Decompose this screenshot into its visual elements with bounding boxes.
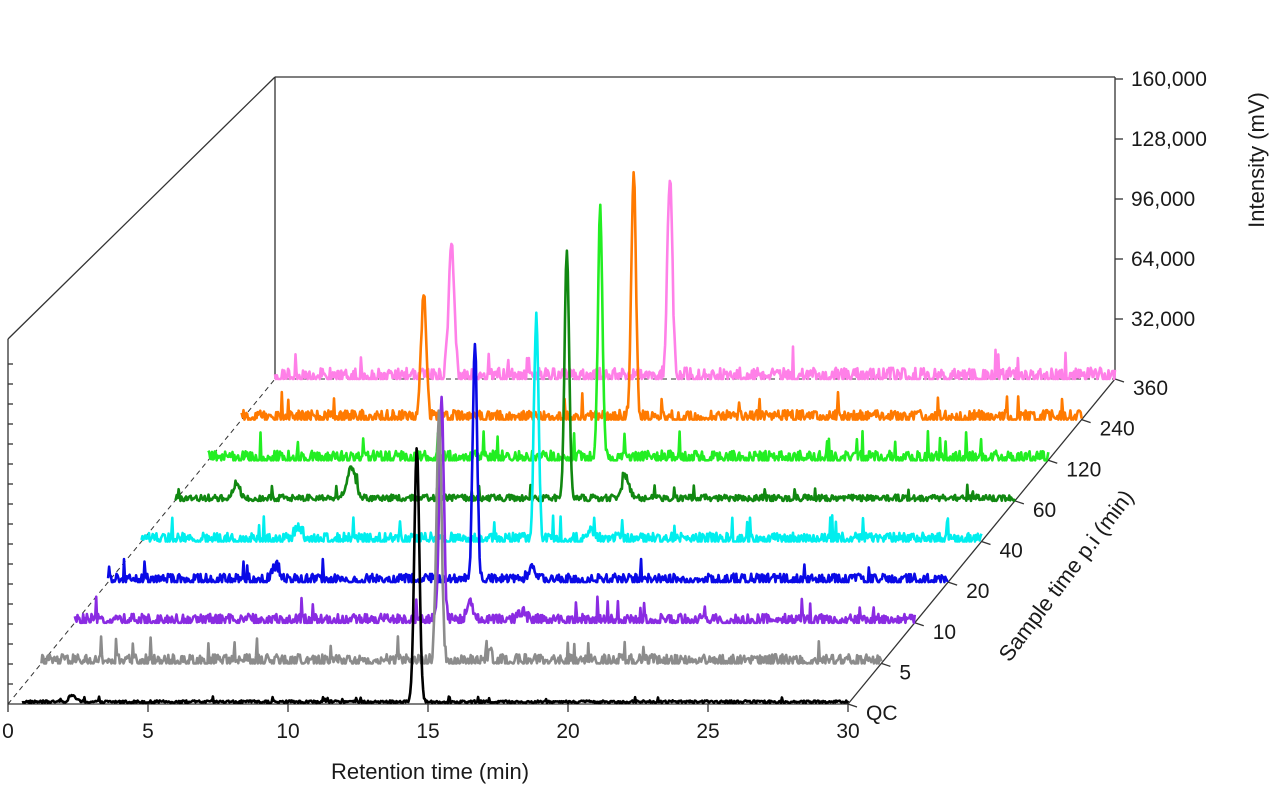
z-tick (1014, 500, 1025, 505)
z-axis-title: Sample time p.i (min) (993, 485, 1138, 666)
z-tick-label: 120 (1066, 458, 1101, 481)
x-tick-label: 25 (696, 720, 719, 743)
y-tick-label: 32,000 (1131, 308, 1195, 331)
z-tick-label: QC (866, 702, 898, 725)
z-tick-label: 240 (1100, 418, 1135, 441)
series-group (21, 170, 1117, 705)
x-tick-label: 5 (142, 720, 154, 743)
z-tick (1048, 459, 1058, 464)
series-line (207, 203, 1050, 462)
z-tick (1114, 378, 1125, 383)
series-line (140, 311, 983, 543)
y-tick-label: 64,000 (1131, 248, 1195, 271)
z-tick-label: 20 (966, 580, 989, 603)
y-axis-title: Intensity (mV) (1244, 92, 1269, 228)
z-tick-label: 40 (1000, 540, 1023, 563)
z-tick (847, 703, 858, 708)
series-line (273, 179, 1117, 381)
x-tick-label: 15 (416, 720, 439, 743)
floor-left-edge (7, 378, 276, 705)
z-tick-label: 360 (1133, 377, 1168, 400)
x-tick-label: 30 (836, 720, 859, 743)
z-tick (1081, 419, 1091, 424)
series-line (40, 409, 883, 665)
z-tick (947, 581, 958, 586)
y-tick-label: 96,000 (1131, 188, 1195, 211)
x-tick-label: 10 (276, 720, 299, 743)
label-group: Retention time (min) Intensity (mV) Samp… (2, 68, 1269, 784)
x-axis-title: Retention time (min) (331, 759, 529, 784)
chart-frame (7, 76, 1125, 712)
z-tick (881, 662, 891, 667)
y-tick-label: 160,000 (1131, 68, 1207, 91)
x-tick-label: 20 (556, 720, 579, 743)
series-line (174, 249, 1017, 503)
z-tick-label: 60 (1033, 499, 1056, 522)
z-tick-label: 10 (933, 621, 956, 644)
series-line (21, 447, 850, 705)
y-tick-label: 128,000 (1131, 128, 1207, 151)
z-tick (981, 540, 991, 546)
series-line (106, 342, 949, 584)
x-tick-label: 0 (2, 720, 14, 743)
z-tick (914, 622, 924, 627)
series-line (73, 395, 917, 625)
top-left-edge (7, 76, 276, 340)
z-tick-label: 5 (899, 661, 911, 684)
series-line (240, 170, 1083, 421)
